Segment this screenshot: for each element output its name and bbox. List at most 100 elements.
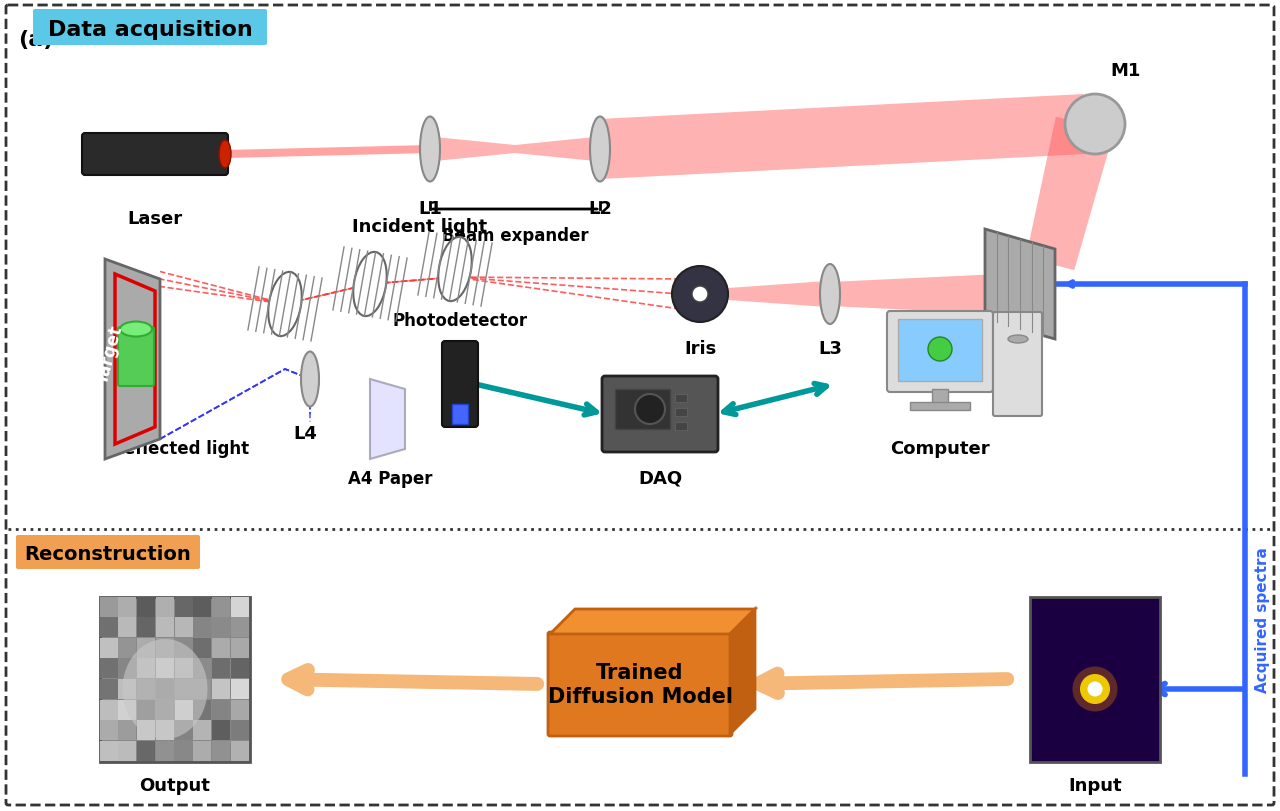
Ellipse shape — [820, 264, 840, 324]
Bar — [193, 720, 211, 740]
Bar — [675, 409, 687, 417]
Bar — [230, 720, 250, 740]
Bar — [230, 617, 250, 637]
Text: Input: Input — [1069, 776, 1121, 794]
Bar — [193, 741, 211, 761]
Text: Photodetector: Photodetector — [393, 311, 527, 329]
Polygon shape — [1025, 118, 1114, 271]
Text: Laser: Laser — [128, 210, 183, 228]
Circle shape — [928, 337, 952, 362]
Text: DMD: DMD — [996, 363, 1044, 380]
Bar — [230, 700, 250, 720]
Bar — [212, 700, 230, 720]
Bar — [118, 720, 136, 740]
Polygon shape — [986, 230, 1055, 340]
Text: Incident light: Incident light — [352, 217, 488, 236]
Bar — [137, 700, 155, 720]
Bar — [193, 617, 211, 637]
Text: Trained
Diffusion Model: Trained Diffusion Model — [548, 663, 732, 706]
FancyBboxPatch shape — [442, 341, 477, 427]
Bar — [175, 638, 193, 659]
Text: (a): (a) — [18, 30, 54, 50]
Bar — [230, 638, 250, 659]
Bar — [137, 679, 155, 699]
Bar — [156, 700, 174, 720]
Bar — [156, 720, 174, 740]
Circle shape — [692, 286, 708, 303]
Bar — [212, 720, 230, 740]
Polygon shape — [105, 260, 160, 460]
Bar — [118, 679, 136, 699]
Polygon shape — [225, 146, 430, 159]
Bar — [193, 679, 211, 699]
FancyBboxPatch shape — [6, 6, 1274, 805]
Bar — [175, 597, 193, 617]
FancyBboxPatch shape — [993, 312, 1042, 417]
Bar — [230, 679, 250, 699]
Text: Reconstruction: Reconstruction — [24, 544, 192, 563]
Polygon shape — [730, 609, 755, 734]
Bar — [212, 679, 230, 699]
Bar — [156, 617, 174, 637]
Ellipse shape — [123, 639, 207, 739]
Circle shape — [672, 267, 728, 323]
Text: Acquired spectra: Acquired spectra — [1254, 547, 1270, 692]
Polygon shape — [430, 137, 515, 162]
FancyBboxPatch shape — [82, 134, 228, 176]
Bar — [156, 741, 174, 761]
Circle shape — [635, 394, 666, 424]
Bar — [614, 389, 669, 430]
Bar — [230, 597, 250, 617]
Bar — [156, 638, 174, 659]
Bar — [118, 597, 136, 617]
Text: M1: M1 — [1110, 62, 1140, 80]
Text: A4 Paper: A4 Paper — [348, 470, 433, 487]
FancyBboxPatch shape — [602, 376, 718, 453]
Bar — [137, 720, 155, 740]
Ellipse shape — [301, 352, 319, 407]
FancyBboxPatch shape — [33, 10, 268, 46]
Polygon shape — [840, 275, 1000, 315]
Bar — [212, 617, 230, 637]
Bar — [175, 741, 193, 761]
Text: Data acquisition: Data acquisition — [47, 20, 252, 40]
Polygon shape — [550, 609, 755, 634]
Bar — [910, 402, 970, 410]
Bar — [100, 638, 118, 659]
Ellipse shape — [1080, 674, 1110, 704]
Bar — [118, 638, 136, 659]
Bar — [1030, 597, 1160, 762]
Bar — [193, 597, 211, 617]
Bar — [137, 659, 155, 678]
Bar — [932, 389, 948, 405]
Bar — [230, 741, 250, 761]
Ellipse shape — [120, 322, 152, 337]
Bar — [137, 617, 155, 637]
Ellipse shape — [353, 252, 387, 317]
Bar — [212, 741, 230, 761]
Bar — [175, 617, 193, 637]
Text: Output: Output — [140, 776, 210, 794]
Text: Computer: Computer — [890, 440, 989, 457]
Bar — [156, 679, 174, 699]
Text: Beam expander: Beam expander — [442, 227, 589, 245]
Polygon shape — [728, 282, 820, 307]
Bar — [100, 597, 118, 617]
Bar — [137, 597, 155, 617]
Bar — [193, 638, 211, 659]
Text: L4: L4 — [293, 424, 317, 443]
Polygon shape — [599, 95, 1087, 180]
Text: L1: L1 — [419, 200, 442, 217]
Bar — [675, 423, 687, 431]
Bar — [118, 700, 136, 720]
FancyBboxPatch shape — [887, 311, 993, 393]
Polygon shape — [370, 380, 404, 460]
Text: DAQ: DAQ — [637, 470, 682, 487]
Bar — [118, 617, 136, 637]
Bar — [100, 720, 118, 740]
FancyBboxPatch shape — [17, 535, 200, 569]
Ellipse shape — [219, 141, 230, 169]
Bar — [118, 659, 136, 678]
Bar — [100, 700, 118, 720]
Bar — [137, 741, 155, 761]
